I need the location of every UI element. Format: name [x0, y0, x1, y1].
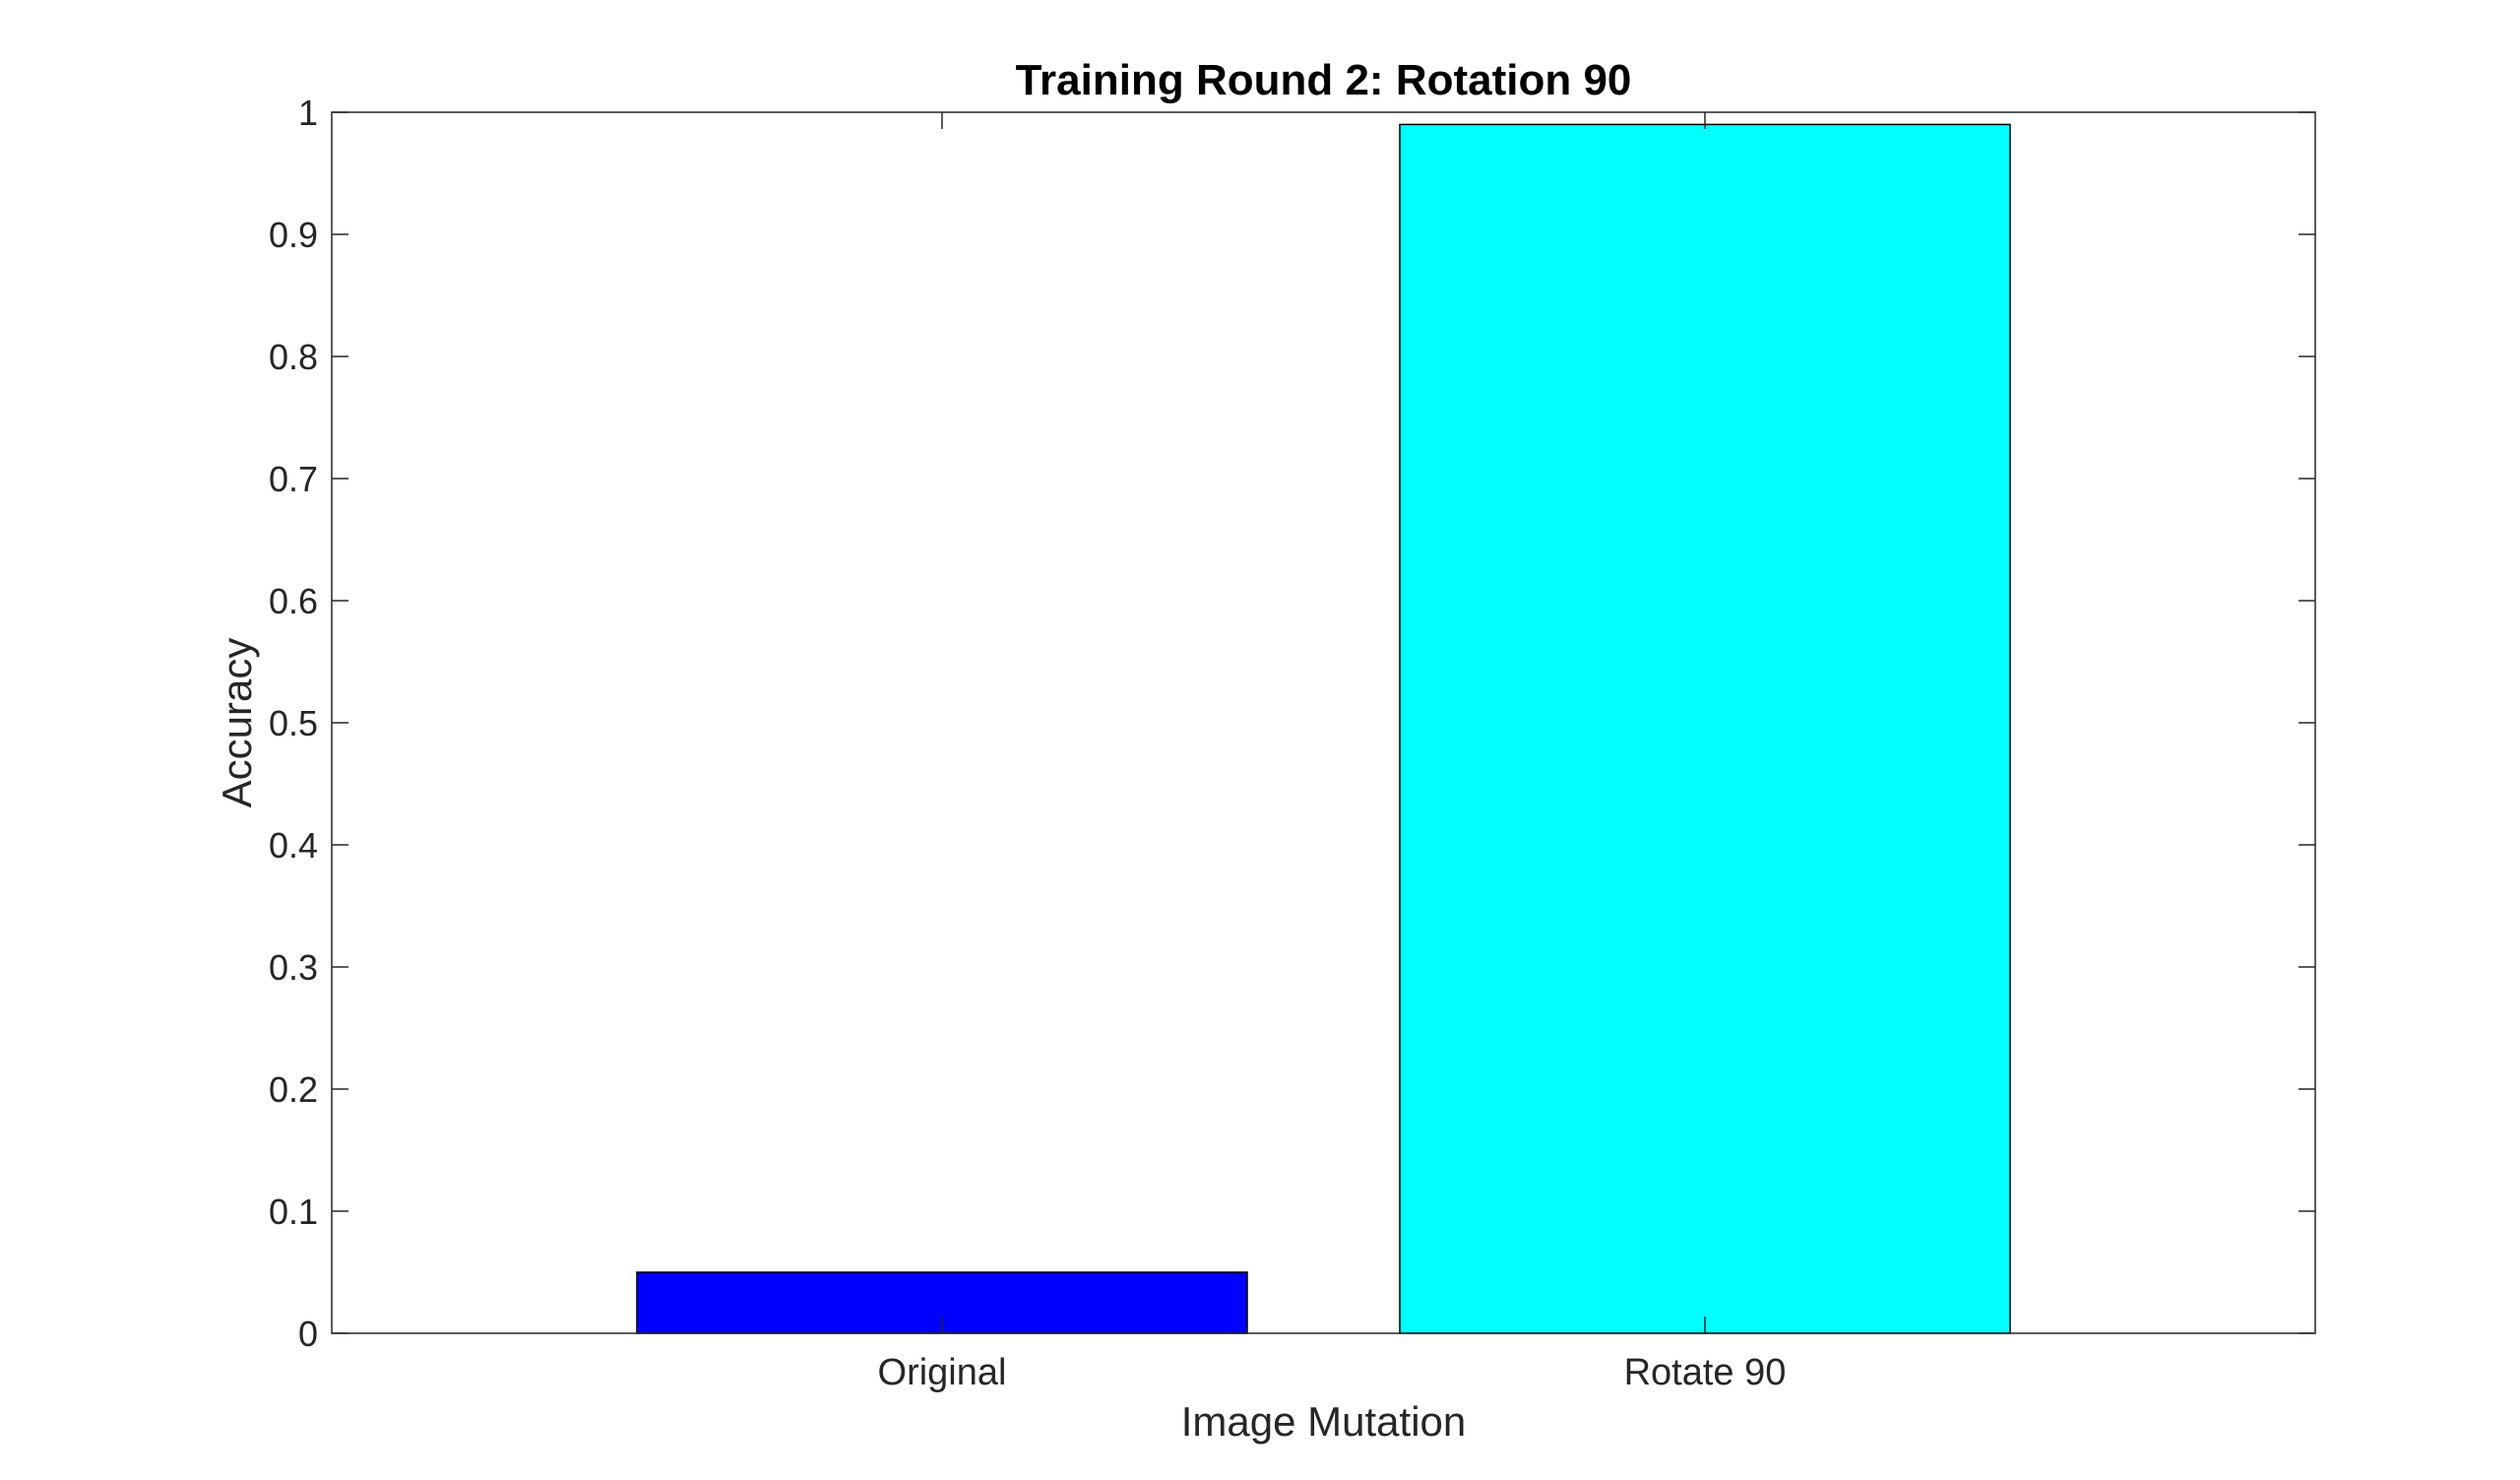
chart-title: Training Round 2: Rotation 90 [1016, 56, 1632, 104]
y-tick-label: 0.3 [269, 947, 318, 988]
y-axis-label: Accuracy [214, 638, 260, 808]
y-tick-label: 0.7 [269, 459, 318, 499]
axes-box [331, 111, 2316, 1334]
y-tick-label: 1 [298, 93, 318, 133]
y-tick-label: 0.2 [269, 1069, 318, 1110]
y-tick-label: 0.5 [269, 703, 318, 743]
bar-rotate-90 [1399, 123, 2011, 1334]
labels-layer: 0 0.1 0.2 0.3 0.4 0.5 0.6 0.7 0.8 0.9 1 Original Rot… [269, 93, 1786, 1393]
y-tick-label: 0.6 [269, 581, 318, 621]
y-tick-label: 0.4 [269, 825, 318, 866]
y-tick-label: 0.9 [269, 215, 318, 255]
bars-layer [636, 123, 2011, 1334]
ticks-layer [332, 111, 2315, 1334]
y-tick-label: 0.8 [269, 337, 318, 377]
y-tick-label: 0 [298, 1314, 318, 1354]
x-tick-label: Original [878, 1352, 1007, 1393]
x-tick-label: Rotate 90 [1624, 1352, 1787, 1393]
y-tick-label: 0.1 [269, 1191, 318, 1232]
x-axis-label: Image Mutation [1181, 1398, 1467, 1445]
